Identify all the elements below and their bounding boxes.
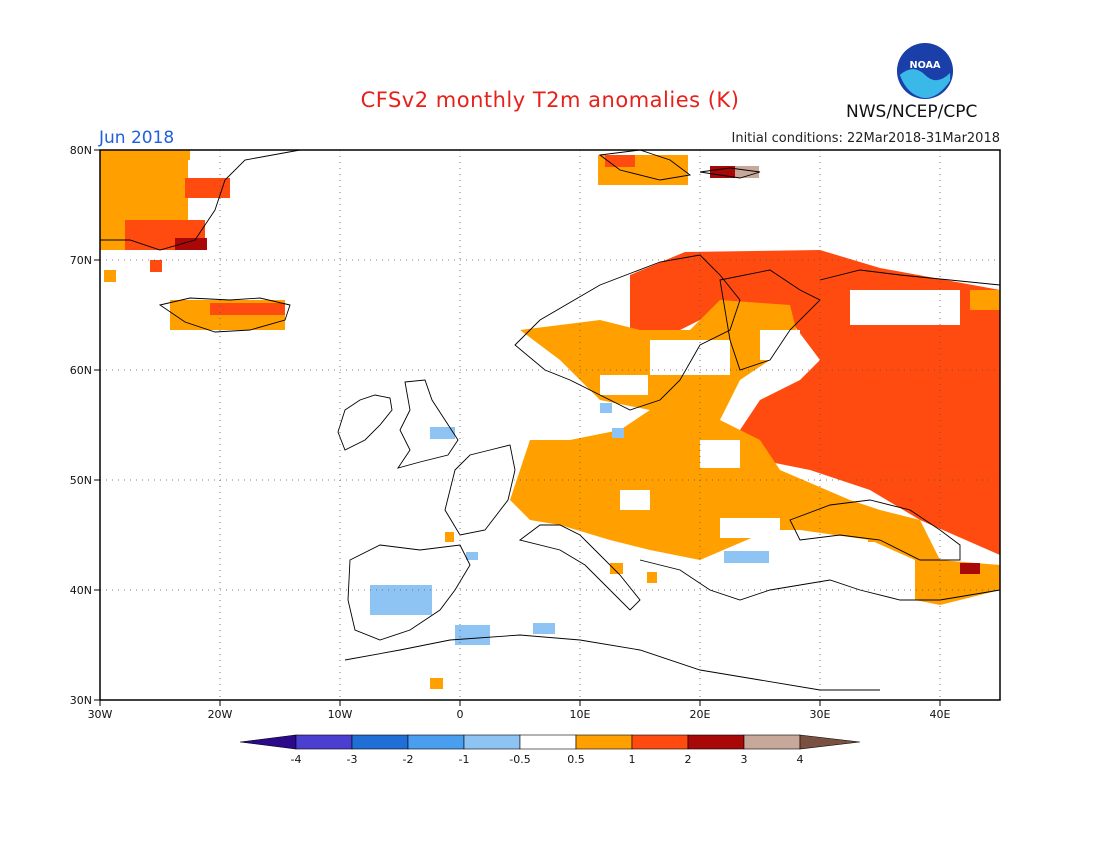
lon-label: 40E [930, 708, 951, 721]
colorbar-segment [575, 734, 633, 750]
map-title: CFSv2 monthly T2m anomalies (K) [360, 88, 740, 112]
colorbar-label: -4 [291, 753, 302, 766]
map-frame [99, 149, 1001, 701]
forecast-month-label: Jun 2018 [99, 128, 175, 148]
lat-label: 70N [70, 254, 92, 267]
lat-label: 30N [70, 694, 92, 707]
coastlines [100, 149, 1001, 691]
lat-label: 80N [70, 144, 92, 157]
colorbar-label: -0.5 [509, 753, 530, 766]
colorbar-segment [463, 734, 521, 750]
gridlines [100, 150, 1000, 700]
lon-label: 10E [570, 708, 591, 721]
colorbar-labels: -4 -3 -2 -1 -0.5 0.5 1 2 3 4 [291, 753, 804, 766]
lon-label: 0 [457, 708, 464, 721]
colorbar-label: 0.5 [567, 753, 585, 766]
colorbar-segment [295, 734, 353, 750]
lon-label: 30W [88, 708, 113, 721]
lat-labels: 80N 70N 60N 50N 40N 30N [70, 144, 92, 707]
colorbar-segment [239, 734, 297, 750]
logo-lettering: NOAA [910, 60, 942, 71]
colorbar-label: 2 [685, 753, 692, 766]
lat-label: 40N [70, 584, 92, 597]
colorbar [239, 734, 861, 750]
colorbar-segment [407, 734, 465, 750]
lat-label: 50N [70, 474, 92, 487]
colorbar-segment [687, 734, 745, 750]
anomaly-fill-layer [100, 150, 1000, 689]
colorbar-segment [799, 734, 861, 750]
lon-label: 20E [690, 708, 711, 721]
noaa-logo: NOAA [896, 42, 954, 100]
colorbar-label: 3 [741, 753, 748, 766]
initial-conditions-label: Initial conditions: 22Mar2018-31Mar2018 [731, 131, 1001, 146]
colorbar-segment [351, 734, 409, 750]
lon-labels: 30W 20W 10W 0 10E 20E 30E 40E [88, 708, 951, 721]
colorbar-label: -2 [403, 753, 414, 766]
lon-label: 10W [328, 708, 353, 721]
colorbar-label: 1 [629, 753, 636, 766]
lon-label: 30E [810, 708, 831, 721]
lon-label: 20W [208, 708, 233, 721]
colorbar-segment [743, 734, 801, 750]
colorbar-segment [519, 734, 577, 750]
lat-label: 60N [70, 364, 92, 377]
colorbar-label: -1 [459, 753, 470, 766]
colorbar-label: 4 [797, 753, 804, 766]
colorbar-label: -3 [347, 753, 358, 766]
colorbar-segment [631, 734, 689, 750]
tick-marks [94, 149, 941, 706]
agency-label: NWS/NCEP/CPC [846, 102, 978, 122]
